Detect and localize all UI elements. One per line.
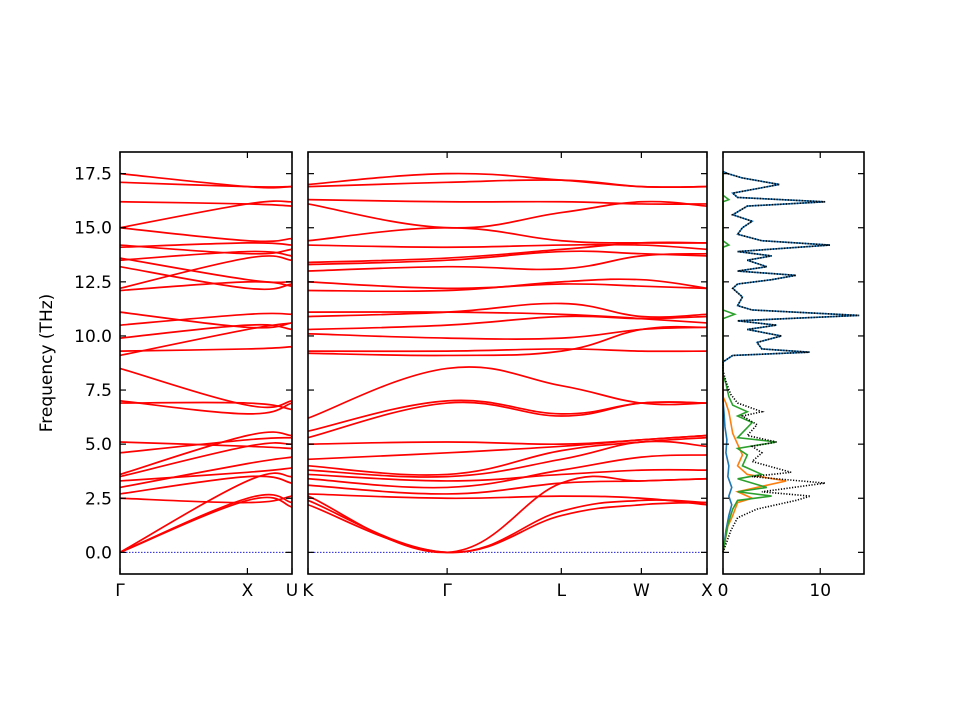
dos-series-4 xyxy=(722,170,860,553)
phonon-band-13 xyxy=(307,399,708,433)
dos-series-2 xyxy=(722,171,787,553)
phonon-band-21 xyxy=(119,255,293,290)
phonon-band-17 xyxy=(307,326,708,340)
phonon-band-20 xyxy=(307,311,708,324)
phonon-band-14 xyxy=(119,367,293,409)
phonon-band-3 xyxy=(119,472,293,554)
high-symmetry-label: W xyxy=(633,581,650,601)
phonon-band-5 xyxy=(307,477,708,495)
phonon-band-26 xyxy=(119,244,293,255)
dos-x-tick-label: 0 xyxy=(718,581,729,601)
y-axis-title: Frequency (THz) xyxy=(37,294,57,433)
high-symmetry-label: U xyxy=(286,581,298,601)
dos-panel: 0 10 xyxy=(718,151,865,601)
panel-frame xyxy=(307,151,708,575)
y-tick-label: 0.0 xyxy=(85,543,112,563)
phonon-band-24 xyxy=(119,257,293,284)
phonon-band-29 xyxy=(307,198,708,205)
phonon-band-11 xyxy=(119,441,293,450)
y-tick-label: 5.0 xyxy=(85,435,112,455)
phonon-band-14 xyxy=(307,366,708,419)
phonon-band-13 xyxy=(119,400,293,415)
phonon-band-23 xyxy=(119,250,293,262)
phonon-band-15 xyxy=(307,325,708,357)
phonon-band-4 xyxy=(307,493,708,506)
phonon-band-8 xyxy=(119,442,293,478)
phonon-band-11 xyxy=(307,434,708,446)
y-tick-label: 12.5 xyxy=(74,273,112,293)
phonon-band-28 xyxy=(119,200,293,229)
phonon-band-31 xyxy=(307,172,708,189)
dos-series-3 xyxy=(722,171,777,553)
high-symmetry-label: K xyxy=(302,581,314,601)
phonon-band-16 xyxy=(119,345,293,352)
phonon-band-6 xyxy=(307,454,708,489)
phonon-band-18 xyxy=(307,315,708,331)
phonon-band-22 xyxy=(119,265,293,291)
panel-frame xyxy=(119,151,293,575)
phonon-band-4 xyxy=(119,495,293,504)
high-symmetry-label: Γ xyxy=(115,581,125,601)
phonon-band-19 xyxy=(119,311,293,329)
high-symmetry-label: X xyxy=(242,581,254,601)
phonon-band-20 xyxy=(119,280,293,292)
band-panel-1: Γ X U 0.0 2.5 5.0 7.5 10.0 12.5 15.0 17.5 xyxy=(74,151,298,601)
phonon-band-16 xyxy=(307,348,708,353)
phonon-band-21 xyxy=(307,278,708,293)
phonon-band-10 xyxy=(119,436,293,454)
phonon-band-7 xyxy=(307,468,708,482)
phonon-band-5 xyxy=(119,475,293,495)
phonon-band-18 xyxy=(119,312,293,326)
phonon-band-27 xyxy=(307,226,708,244)
phonon-band-7 xyxy=(119,467,293,482)
phonon-band-27 xyxy=(119,226,293,243)
y-tick-label: 17.5 xyxy=(74,165,112,185)
phonon-band-22 xyxy=(307,281,708,290)
phonon-band-17 xyxy=(119,323,293,339)
phonon-band-9 xyxy=(119,431,293,476)
y-tick-label: 15.0 xyxy=(74,219,112,239)
dos-x-tick-label: 10 xyxy=(809,581,831,601)
y-tick-label: 2.5 xyxy=(85,489,112,509)
high-symmetry-label: Γ xyxy=(442,581,452,601)
phonon-band-9 xyxy=(307,436,708,476)
phonon-band-24 xyxy=(307,250,708,266)
y-tick-label: 7.5 xyxy=(85,381,112,401)
phonon-band-29 xyxy=(119,200,293,207)
phonon-band-19 xyxy=(307,302,708,318)
dos-frame xyxy=(722,151,865,575)
phonon-band-26 xyxy=(307,243,708,251)
y-tick-label: 10.0 xyxy=(74,327,112,347)
phonon-band-6 xyxy=(119,456,293,489)
high-symmetry-label: L xyxy=(557,581,567,601)
high-symmetry-label: X xyxy=(701,581,713,601)
phonon-band-28 xyxy=(307,200,708,229)
phonon-band-31 xyxy=(119,172,293,189)
